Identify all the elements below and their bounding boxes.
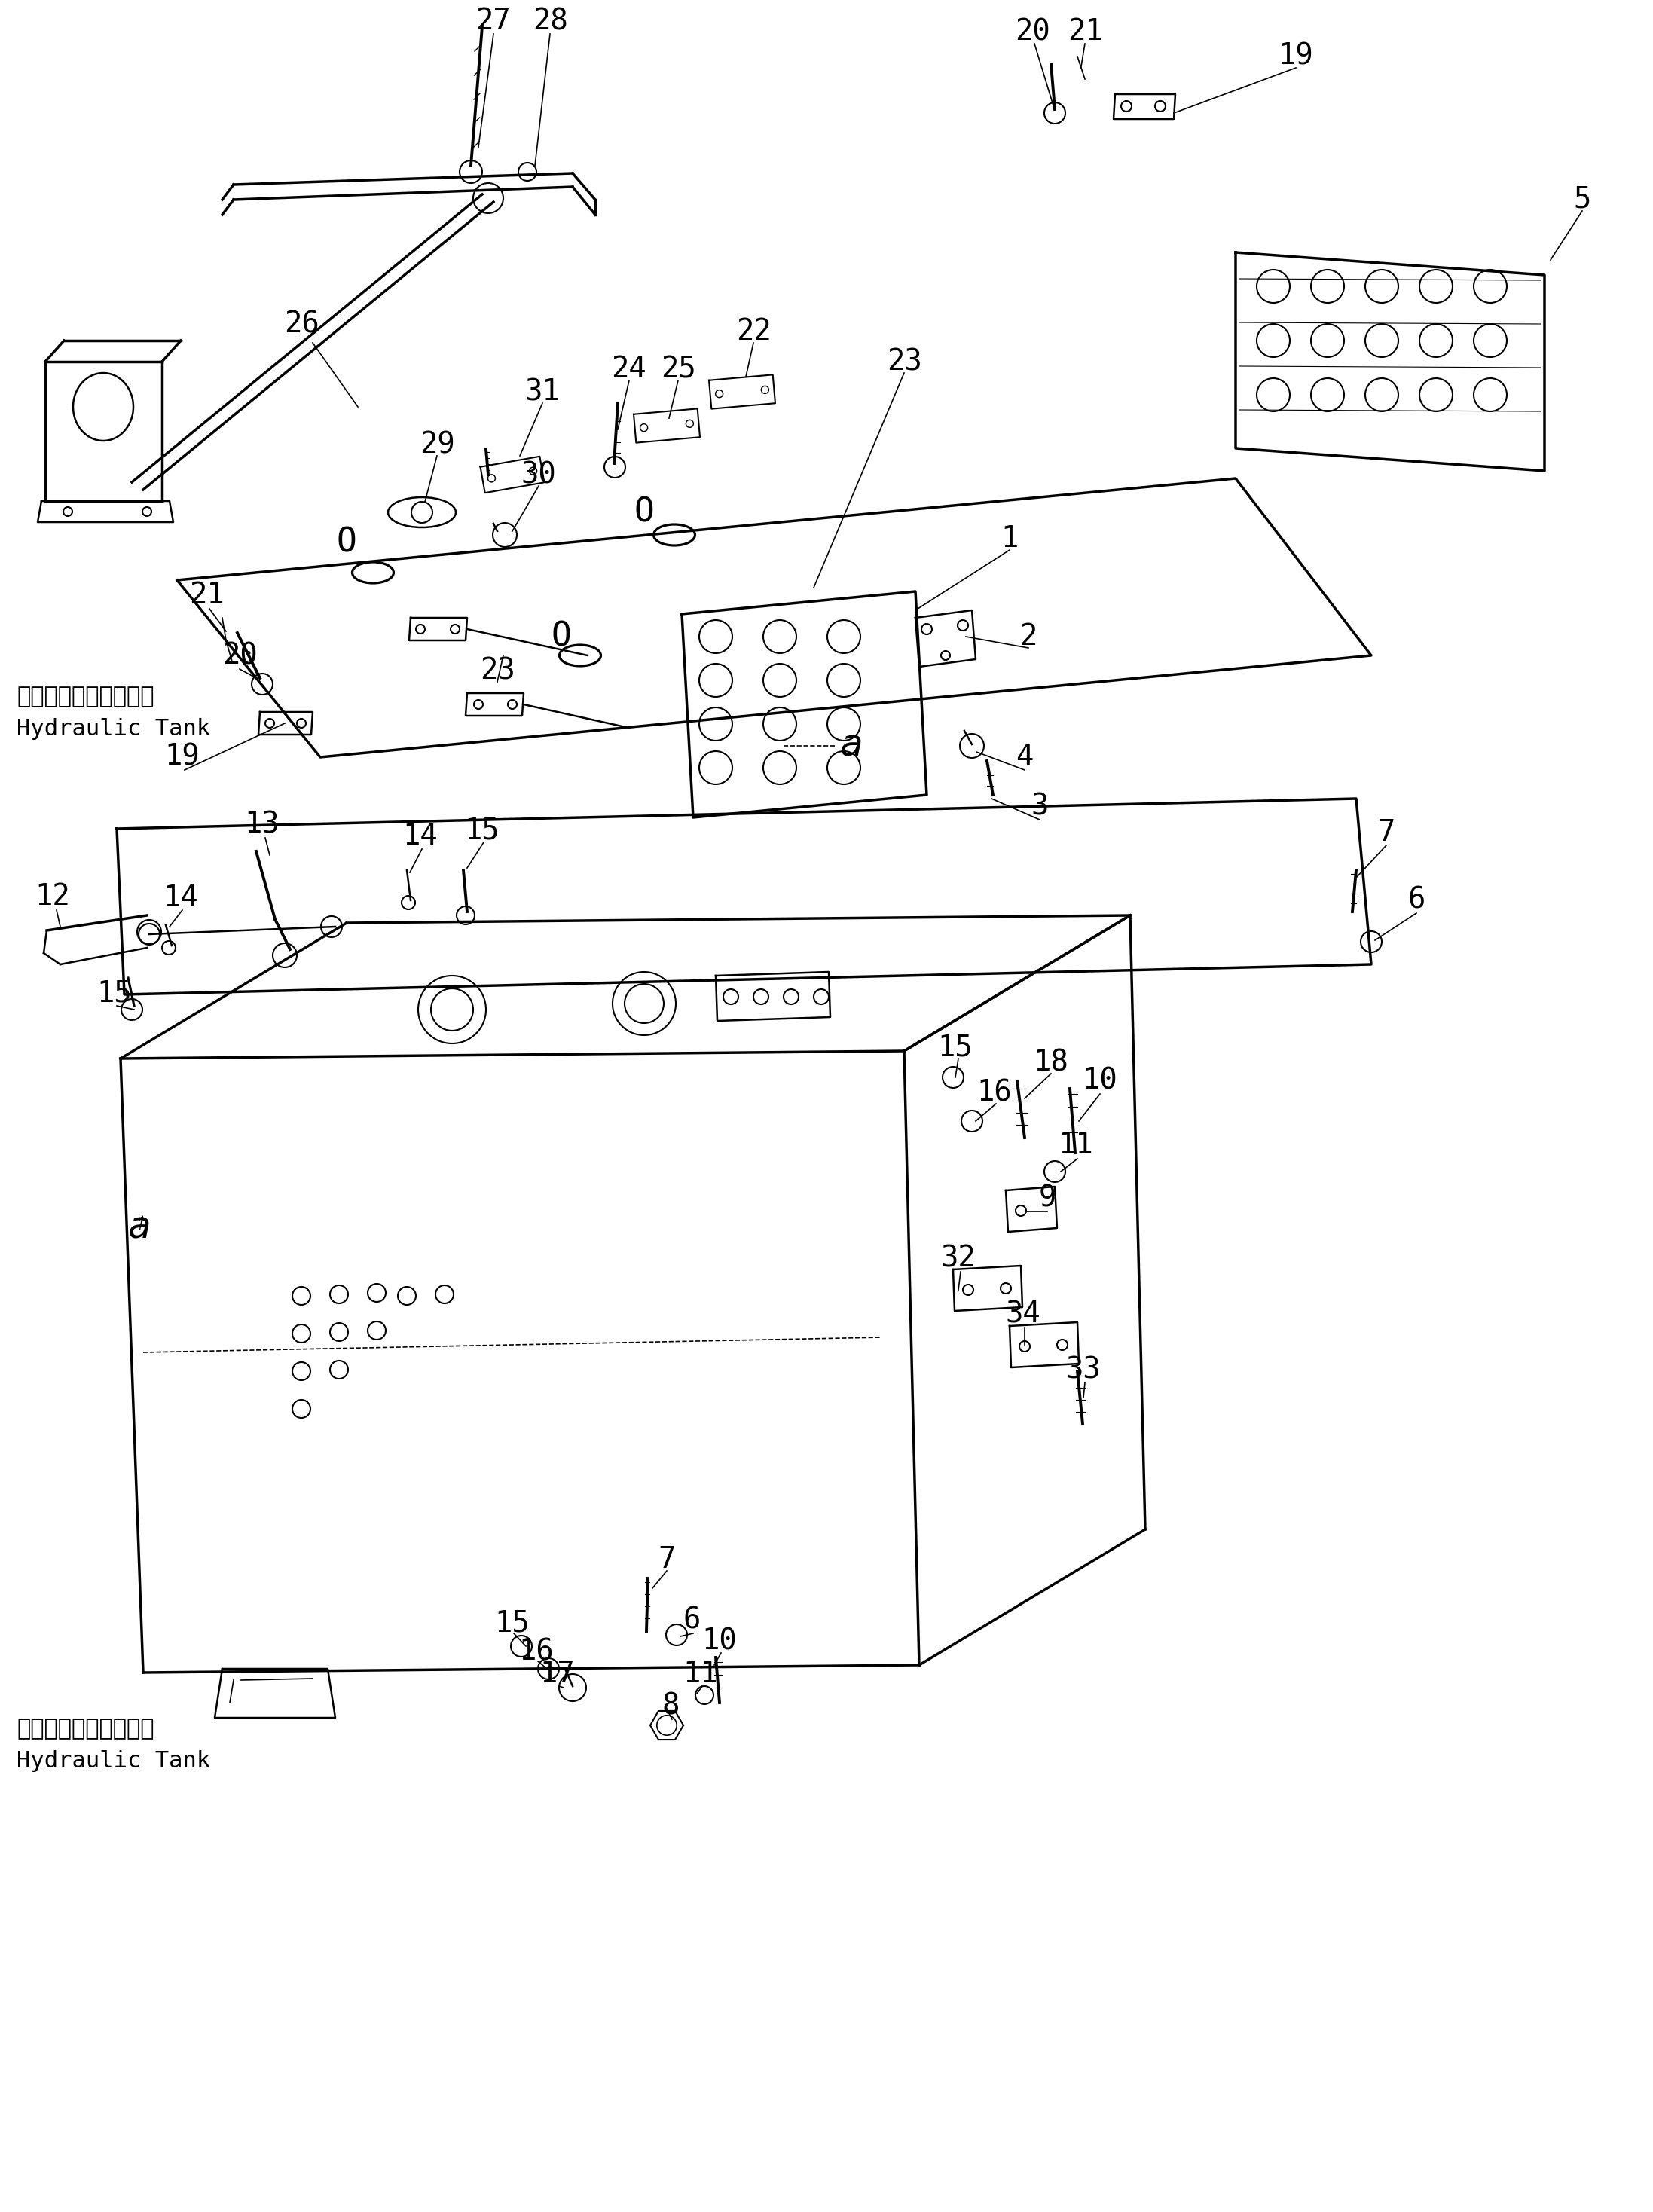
Text: 15: 15 — [464, 816, 499, 845]
Text: 13: 13 — [245, 810, 279, 838]
Text: 14: 14 — [164, 885, 198, 911]
Text: 19: 19 — [165, 743, 200, 772]
Text: 2: 2 — [1020, 622, 1036, 650]
Text: 21: 21 — [1068, 18, 1103, 46]
Text: 25: 25 — [661, 354, 696, 383]
Text: 18: 18 — [1033, 1048, 1068, 1077]
Text: 8: 8 — [661, 1692, 679, 1721]
Text: 28: 28 — [532, 7, 567, 35]
Text: 34: 34 — [1005, 1301, 1041, 1329]
Text: 15: 15 — [937, 1033, 974, 1062]
Text: ハイドロリックタンク: ハイドロリックタンク — [17, 686, 154, 708]
Text: Hydraulic Tank: Hydraulic Tank — [17, 1750, 210, 1772]
Text: 20: 20 — [222, 641, 258, 670]
Text: 22: 22 — [736, 316, 770, 345]
Text: O: O — [337, 526, 357, 560]
Text: 16: 16 — [519, 1637, 554, 1666]
Text: 31: 31 — [526, 378, 560, 407]
Text: 14: 14 — [403, 823, 438, 852]
Text: 4: 4 — [1017, 743, 1033, 772]
Text: 11: 11 — [1058, 1130, 1094, 1159]
Text: 5: 5 — [1574, 186, 1590, 215]
Text: Hydraulic Tank: Hydraulic Tank — [17, 719, 210, 741]
Text: 12: 12 — [35, 883, 71, 911]
Text: O: O — [550, 619, 572, 653]
Text: 10: 10 — [703, 1626, 737, 1655]
Text: 17: 17 — [541, 1659, 575, 1688]
Text: 26: 26 — [284, 310, 319, 338]
Text: 23: 23 — [479, 657, 514, 686]
Text: 9: 9 — [1038, 1183, 1056, 1212]
Text: 32: 32 — [941, 1243, 975, 1272]
Text: 30: 30 — [521, 460, 557, 489]
Text: ハイドロリックタンク: ハイドロリックタンク — [17, 1719, 154, 1741]
Text: 33: 33 — [1066, 1356, 1101, 1385]
Text: 1: 1 — [1000, 524, 1018, 553]
Text: 15: 15 — [494, 1610, 531, 1637]
Text: 7: 7 — [658, 1546, 676, 1575]
Text: 11: 11 — [683, 1659, 719, 1688]
Text: O: O — [635, 495, 655, 529]
Text: 15: 15 — [98, 978, 132, 1006]
Text: 21: 21 — [190, 582, 225, 611]
Text: a: a — [127, 1210, 150, 1245]
Text: 23: 23 — [886, 347, 922, 376]
Text: 6: 6 — [1408, 887, 1425, 914]
Text: 20: 20 — [1015, 18, 1050, 46]
Text: 29: 29 — [420, 429, 455, 458]
Text: 24: 24 — [612, 354, 646, 383]
Text: 6: 6 — [683, 1606, 701, 1635]
Text: 10: 10 — [1083, 1066, 1117, 1095]
Text: 27: 27 — [476, 7, 511, 35]
Text: 19: 19 — [1278, 42, 1314, 71]
Text: 7: 7 — [1377, 818, 1395, 847]
Text: 16: 16 — [977, 1077, 1012, 1106]
Text: 3: 3 — [1031, 792, 1048, 821]
Text: a: a — [840, 728, 863, 763]
